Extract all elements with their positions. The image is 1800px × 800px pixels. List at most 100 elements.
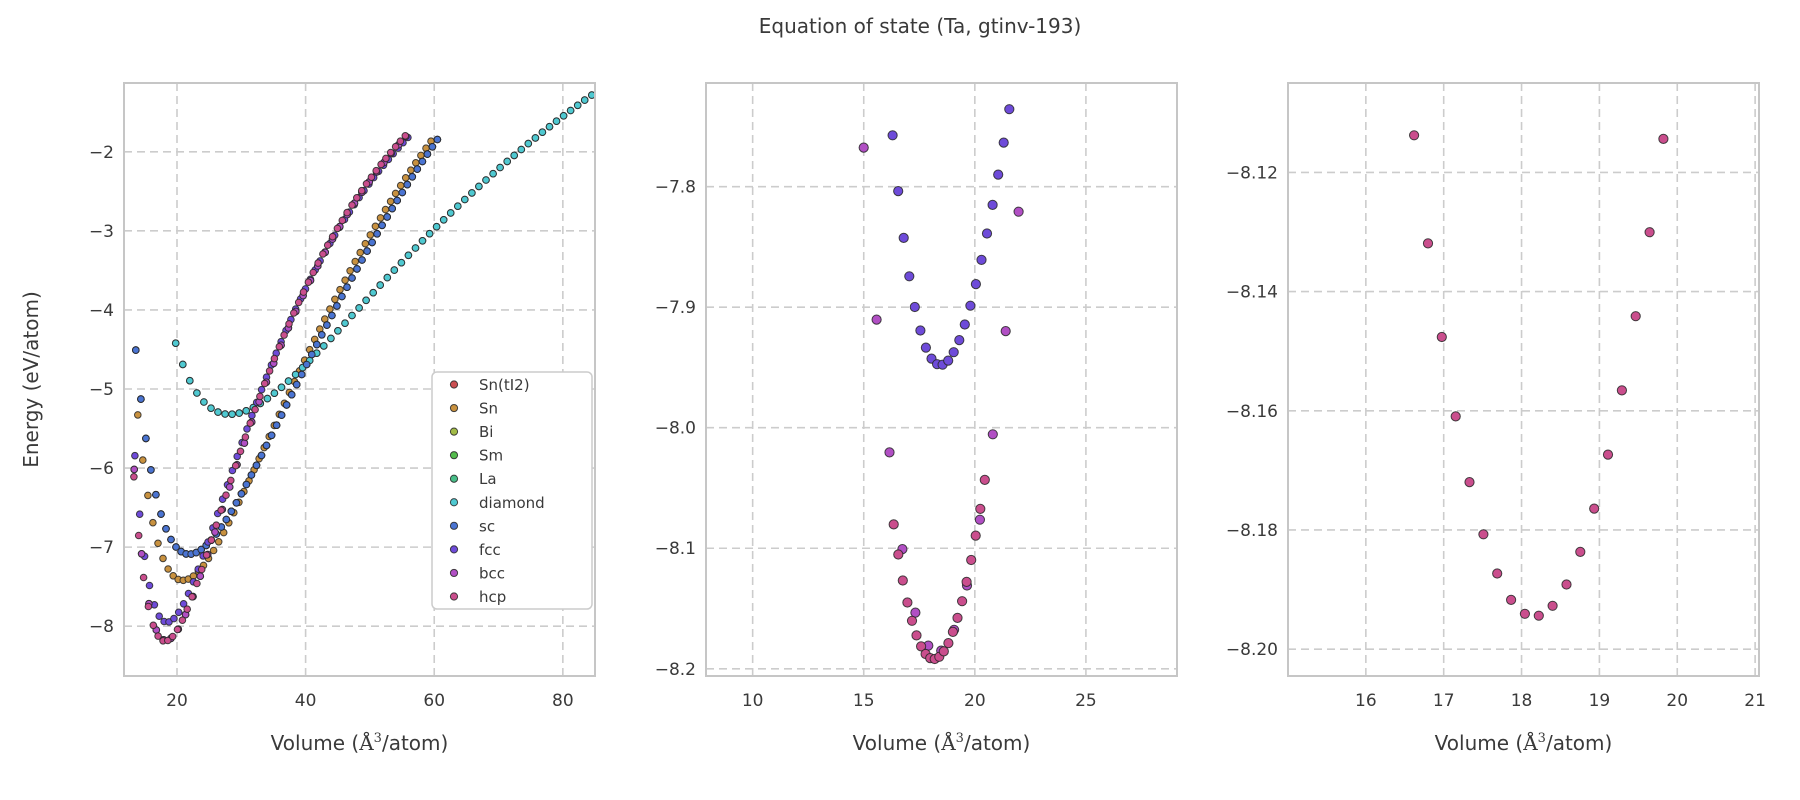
data-point-hcp xyxy=(353,194,361,202)
x-tick-label: 40 xyxy=(295,691,317,711)
data-point-hcp xyxy=(154,632,162,640)
data-point-fcc xyxy=(943,355,954,366)
data-point-sc xyxy=(172,543,180,551)
data-point-sc xyxy=(338,292,346,301)
data-point-Sn xyxy=(396,181,405,190)
data-point-hcp xyxy=(168,632,177,641)
data-point-fcc xyxy=(155,612,163,621)
data-point-hcp xyxy=(357,186,366,195)
y-tick-label: −8.20 xyxy=(1226,640,1278,660)
data-point-fcc xyxy=(1010,70,1019,79)
axes-root: 20 40 60 80 −2 −3 −4 −5 −6 −7 −8 Volume (Å3/atom) En… xyxy=(19,70,1766,755)
data-point-fcc xyxy=(920,342,932,353)
data-point-sc xyxy=(423,150,432,158)
data-point-diamond xyxy=(284,377,293,385)
data-point-bcc xyxy=(1027,73,1036,82)
axes-border xyxy=(1287,82,1760,677)
data-point-hcp xyxy=(323,241,332,249)
data-point-diamond xyxy=(334,327,342,335)
data-point-hcp xyxy=(294,298,303,307)
data-point-hcp xyxy=(391,142,400,151)
data-point-hcp xyxy=(164,636,172,645)
data-point-sc xyxy=(383,213,392,221)
data-point-sc xyxy=(368,238,376,247)
data-point-diamond xyxy=(439,216,448,224)
data-point-hcp xyxy=(957,596,968,607)
data-point-sc xyxy=(237,490,246,498)
legend-item-hcp: hcp xyxy=(449,588,506,606)
data-point-hcp xyxy=(290,309,298,317)
data-point-bcc xyxy=(1013,206,1024,217)
data-point-hcp xyxy=(975,503,986,514)
legend-label-bcc: bcc xyxy=(479,564,505,582)
x-tick-label: 25 xyxy=(1075,691,1097,711)
data-point-diamond xyxy=(263,394,272,403)
x-axis-label: Volume (Å3/atom) xyxy=(1435,730,1613,755)
y-tick-label: −8.0 xyxy=(655,419,696,439)
data-point-bcc xyxy=(871,314,882,325)
data-point-sc xyxy=(333,302,341,310)
data-point-sc xyxy=(282,401,291,409)
subplot-eos-all-structures: 20 40 60 80 −2 −3 −4 −5 −6 −7 −8 Volume (Å3/atom) En… xyxy=(19,82,596,755)
legend-marker-bcc xyxy=(449,568,459,578)
data-point-sc xyxy=(373,230,381,238)
data-point-Sn xyxy=(341,276,349,285)
data-point-sc xyxy=(262,441,271,450)
data-point-diamond xyxy=(348,311,356,320)
data-point-hcp xyxy=(212,521,221,530)
data-point-hcp xyxy=(241,433,250,441)
data-point-diamond xyxy=(397,258,406,267)
data-point-sc xyxy=(142,434,150,443)
x-tick-label: 16 xyxy=(1355,691,1377,711)
y-tick-label: −8.1 xyxy=(655,539,696,559)
legend-box xyxy=(431,371,593,610)
data-point-Sn xyxy=(391,189,400,198)
data-point-diamond xyxy=(186,376,194,385)
data-point-Sn xyxy=(139,456,147,464)
data-point-sc xyxy=(137,395,145,403)
data-point-hcp xyxy=(314,259,322,267)
data-point-diamond xyxy=(446,209,455,217)
legend-marker-sc xyxy=(449,521,459,530)
data-point-hcp xyxy=(251,405,259,414)
data-point-Sn xyxy=(346,267,354,275)
data-point-diamond xyxy=(193,389,201,397)
data-point-sc xyxy=(413,165,422,173)
data-point-diamond xyxy=(369,288,378,297)
x-tick-label: 18 xyxy=(1511,691,1533,711)
data-point-fcc xyxy=(993,169,1004,180)
data-point-hcp xyxy=(309,268,318,277)
data-point-sc xyxy=(393,196,402,205)
data-point-hcp xyxy=(222,491,230,500)
data-point-hcp xyxy=(139,573,148,582)
data-point-hcp xyxy=(183,605,191,614)
data-point-hcp xyxy=(130,473,138,481)
data-point-sc xyxy=(353,265,361,273)
data-point-Sn xyxy=(407,166,415,174)
data-point-hcp xyxy=(328,232,337,241)
data-point-hcp xyxy=(961,576,972,588)
data-point-bcc xyxy=(225,483,234,491)
legend-item-bcc: bcc xyxy=(449,564,505,582)
data-point-Sn xyxy=(417,151,425,160)
x-tick-label: 60 xyxy=(423,691,445,711)
data-point-hcp xyxy=(1409,130,1420,141)
series-Sn xyxy=(134,137,435,585)
data-point-sc xyxy=(318,331,326,339)
data-point-Sn xyxy=(154,539,162,548)
data-point-hcp xyxy=(386,148,395,157)
data-point-fcc xyxy=(965,300,976,311)
data-point-hcp xyxy=(246,419,254,428)
legend-marker-fcc xyxy=(449,545,459,554)
data-point-hcp xyxy=(396,137,405,145)
data-point-fcc xyxy=(970,279,982,290)
data-point-hcp xyxy=(1575,546,1586,558)
series-diamond xyxy=(171,91,595,419)
y-tick-label: −7.9 xyxy=(655,298,696,318)
legend-label-fcc: fcc xyxy=(479,541,501,559)
subplot-eos-zoom-fcc-bcc-hcp: 10 15 20 25 −7.8 −7.9 −8.0 −8.1 −8.2 Volume (Å3/a… xyxy=(655,70,1178,755)
data-point-Sn xyxy=(336,285,344,294)
data-point-hcp xyxy=(1478,529,1489,540)
data-point-fcc xyxy=(243,425,251,433)
data-point-Sn xyxy=(159,554,167,563)
